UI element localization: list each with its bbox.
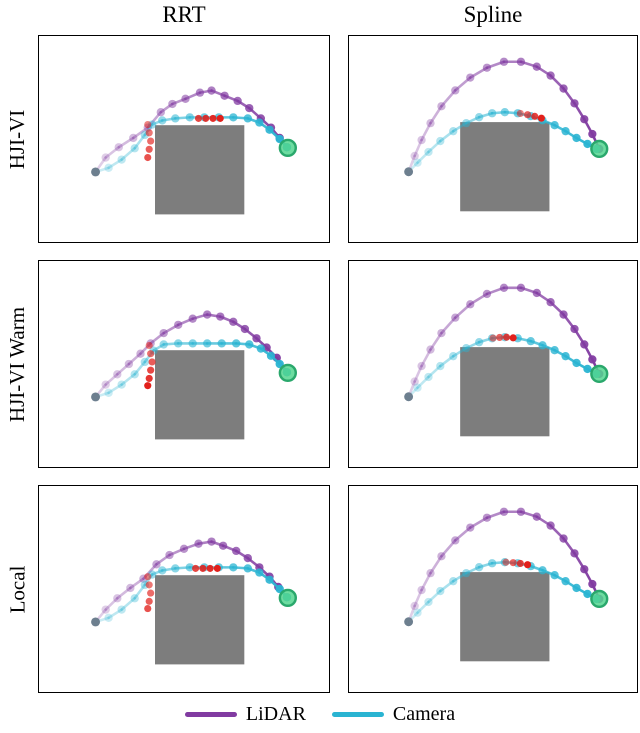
subplot-hjivi-warm-spline-canvas (404, 283, 609, 437)
column-header-rrt: RRT (162, 2, 206, 27)
subplot-hjivi-warm-rrt (38, 260, 330, 468)
obstacle-rect (460, 122, 550, 212)
collision-points (502, 558, 532, 569)
obstacle-rect (155, 350, 245, 440)
series-lidar (91, 537, 292, 627)
legend-line-camera (331, 711, 384, 717)
collision-points (516, 109, 545, 122)
row-label-local: Local (0, 485, 36, 693)
subplot-hjivi-rrt-canvas (91, 86, 298, 215)
start-marker (91, 617, 101, 627)
collision-points (144, 341, 156, 390)
obstacle-rect (460, 572, 550, 662)
subplot-local-spline-canvas (404, 507, 609, 662)
series-camera (404, 108, 601, 176)
column-header-spline: Spline (463, 2, 523, 27)
series-camera (404, 333, 601, 401)
legend-item-camera: Camera (331, 702, 456, 726)
goal-marker (590, 139, 609, 159)
row-label-hjivi-warm-text: HJI-VI Warm (5, 306, 30, 422)
legend: LiDAR Camera (0, 698, 640, 730)
obstacle-rect (155, 125, 245, 215)
legend-label-lidar: LiDAR (245, 702, 306, 725)
start-marker (91, 392, 101, 402)
row-label-hjivi: HJI-VI (0, 35, 36, 243)
subplot-hjivi-warm-rrt-canvas (91, 310, 298, 440)
subplot-local-spline (348, 485, 638, 693)
goal-marker (278, 138, 298, 158)
subplot-hjivi-warm-spline (348, 260, 638, 468)
subplot-hjivi-spline-canvas (404, 57, 609, 212)
obstacle-rect (460, 347, 550, 437)
collision-points (144, 114, 224, 162)
legend-item-lidar: LiDAR (184, 702, 306, 726)
collision-points (144, 564, 221, 613)
subplot-local-rrt-canvas (91, 537, 298, 665)
collision-points (489, 333, 517, 342)
goal-marker (278, 588, 298, 608)
goal-marker (590, 364, 609, 384)
start-marker (91, 167, 101, 177)
subplot-hjivi-spline (348, 35, 638, 243)
row-label-hjivi-warm: HJI-VI Warm (0, 260, 36, 468)
row-label-hjivi-text: HJI-VI (5, 109, 30, 169)
goal-marker (590, 589, 609, 609)
subplot-local-rrt (38, 485, 330, 693)
row-label-local-text: Local (5, 565, 30, 613)
subplot-hjivi-rrt (38, 35, 330, 243)
obstacle-rect (155, 575, 245, 665)
start-marker (404, 617, 414, 627)
goal-marker (278, 363, 298, 383)
series-lidar (404, 507, 604, 626)
legend-line-lidar (184, 711, 237, 717)
start-marker (404, 167, 414, 177)
start-marker (404, 392, 414, 402)
legend-label-camera: Camera (392, 702, 456, 725)
